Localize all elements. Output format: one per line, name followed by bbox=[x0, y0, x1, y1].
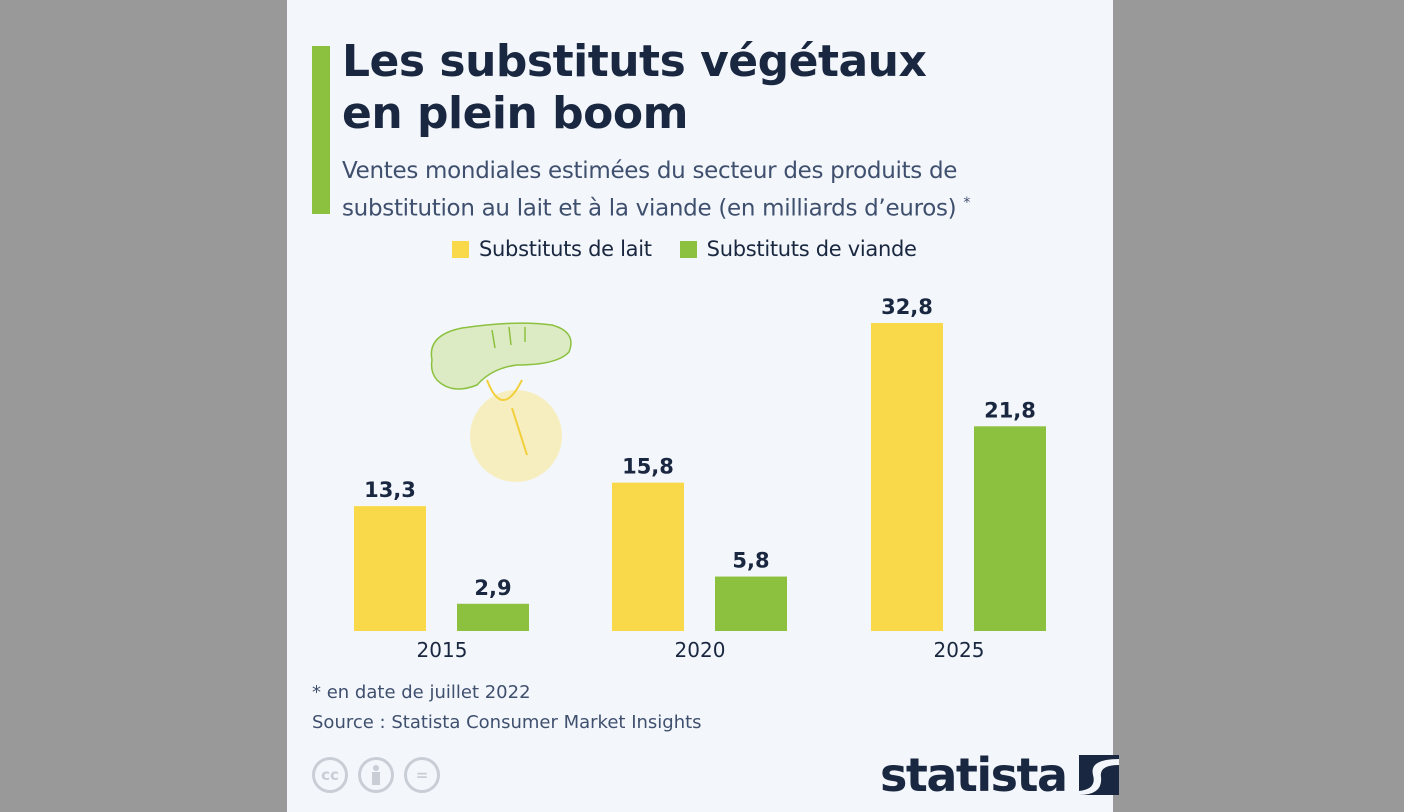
x-tick-label: 2015 bbox=[417, 638, 468, 662]
footnote: * en date de juillet 2022 bbox=[312, 682, 531, 703]
title-accent-bar bbox=[312, 46, 330, 214]
legend-item-lait: Substituts de lait bbox=[452, 237, 652, 261]
legend-swatch bbox=[452, 240, 469, 258]
cc-icon[interactable]: cc bbox=[312, 757, 348, 793]
bar-chart: 13,3 2,9 2015 15,8 5,8 2020 32,8 21,8 2025 bbox=[354, 295, 1046, 662]
legend-item-viande: Substituts de viande bbox=[679, 237, 917, 261]
data-label: 5,8 bbox=[732, 549, 769, 573]
bar-2020-0 bbox=[612, 482, 684, 631]
sausage-illustration bbox=[430, 322, 572, 482]
chart-title: Les substituts végétaux en plein boom bbox=[342, 36, 927, 139]
statista-logo-icon bbox=[1078, 755, 1119, 795]
bar-2025-0 bbox=[871, 323, 943, 631]
license-icons: cc = bbox=[312, 757, 440, 793]
data-label: 13,3 bbox=[364, 478, 416, 502]
x-tick-label: 2020 bbox=[675, 638, 726, 662]
no-derivatives-icon[interactable]: = bbox=[404, 757, 440, 793]
data-label: 21,8 bbox=[984, 398, 1036, 422]
subtitle-text: Ventes mondiales estimées du secteur des… bbox=[342, 158, 958, 222]
statista-logo[interactable]: statista bbox=[880, 752, 1119, 798]
data-label: 2,9 bbox=[474, 576, 511, 600]
legend: Substituts de lait Substituts de viande bbox=[452, 237, 917, 261]
legend-label: Substituts de viande bbox=[706, 237, 917, 261]
bar-2015-0 bbox=[354, 506, 426, 631]
footnotes: * en date de juillet 2022 Source : Stati… bbox=[312, 678, 702, 738]
legend-label: Substituts de lait bbox=[479, 237, 652, 261]
data-label: 15,8 bbox=[622, 455, 674, 479]
data-label: 32,8 bbox=[881, 295, 933, 319]
subtitle-marker: * bbox=[963, 195, 971, 211]
source-line: Source : Statista Consumer Market Insigh… bbox=[312, 712, 702, 733]
bar-2020-1 bbox=[715, 576, 787, 631]
x-tick-label: 2025 bbox=[934, 638, 985, 662]
attribution-icon[interactable] bbox=[358, 757, 394, 793]
bar-2025-1 bbox=[974, 426, 1046, 631]
bar-2015-1 bbox=[457, 603, 529, 631]
brand-name: statista bbox=[880, 748, 1068, 802]
infographic-panel bbox=[287, 0, 1113, 812]
legend-swatch bbox=[679, 240, 697, 258]
chart-subtitle: Ventes mondiales estimées du secteur des… bbox=[342, 155, 1062, 225]
